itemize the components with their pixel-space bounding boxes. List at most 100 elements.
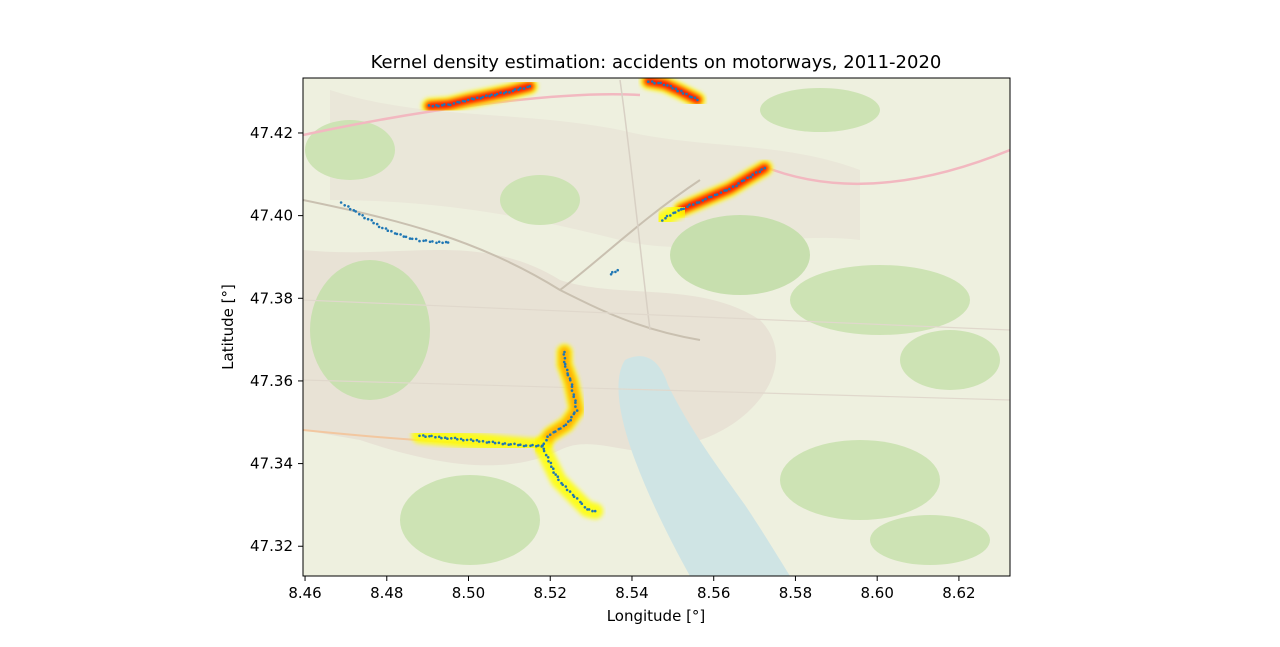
accident-point — [591, 509, 594, 513]
accident-point — [372, 221, 375, 225]
y-tick-label: 47.42 — [250, 124, 293, 142]
y-tick-label: 47.40 — [250, 207, 293, 225]
accident-point — [568, 490, 572, 493]
accident-point — [434, 435, 437, 439]
accident-point — [428, 240, 432, 244]
accident-point — [435, 241, 438, 245]
accident-point — [616, 268, 619, 272]
accident-point — [544, 453, 548, 457]
accident-point — [477, 440, 481, 443]
accident-point — [562, 360, 566, 364]
accident-point — [737, 182, 740, 185]
accident-point — [348, 207, 352, 211]
accident-point — [545, 438, 548, 442]
accident-point — [504, 90, 508, 94]
accident-point — [657, 81, 660, 85]
accident-point — [561, 483, 564, 487]
accident-point — [550, 465, 553, 469]
accident-point — [564, 485, 568, 488]
accident-point — [507, 443, 511, 447]
accident-point — [575, 409, 579, 412]
accident-point — [493, 441, 497, 445]
accident-point — [570, 415, 573, 419]
accident-point — [503, 442, 507, 445]
x-tick-label: 8.58 — [779, 584, 812, 602]
accident-point — [680, 89, 683, 93]
accident-point — [537, 444, 540, 447]
accident-point — [563, 356, 567, 360]
accident-point — [746, 176, 749, 180]
accident-point — [414, 237, 418, 241]
accident-point — [428, 435, 431, 438]
accident-point — [572, 495, 576, 499]
accident-point — [390, 229, 393, 233]
accident-point — [462, 439, 465, 442]
accident-point — [488, 94, 491, 98]
y-tick-label: 47.32 — [250, 537, 293, 555]
accident-point — [593, 509, 597, 513]
accident-point — [443, 103, 446, 106]
accident-point — [542, 442, 546, 446]
accident-point — [469, 438, 473, 441]
accident-point — [424, 435, 427, 439]
accident-point — [522, 444, 526, 448]
accident-point — [459, 437, 463, 441]
x-tick-label: 8.52 — [534, 584, 567, 602]
accident-point — [688, 203, 691, 207]
accident-point — [686, 205, 689, 209]
y-axis-label: Latitude [°] — [219, 284, 237, 370]
accident-point — [395, 232, 399, 236]
accident-point — [352, 209, 356, 212]
accident-point — [502, 91, 506, 95]
accident-point — [509, 443, 512, 446]
accident-point — [441, 241, 444, 245]
accident-point — [554, 473, 557, 476]
accident-point — [693, 96, 697, 100]
accident-point — [513, 442, 516, 446]
accident-point — [490, 93, 493, 97]
accident-point — [567, 420, 570, 423]
accident-point — [674, 87, 678, 91]
accident-point — [665, 214, 669, 218]
accident-point — [758, 170, 762, 174]
accident-point — [540, 445, 543, 448]
accident-point — [695, 201, 699, 204]
accident-point — [661, 219, 664, 222]
accident-point — [465, 438, 469, 442]
accident-point — [546, 456, 550, 459]
accident-point — [522, 87, 526, 90]
accident-point — [562, 424, 566, 428]
accident-point — [554, 430, 557, 433]
accident-point — [339, 201, 343, 204]
x-tick-label: 8.60 — [860, 584, 893, 602]
accident-point — [528, 85, 532, 88]
accident-point — [418, 434, 421, 438]
accident-point — [476, 96, 479, 100]
accident-point — [754, 171, 758, 174]
accident-point — [566, 372, 569, 375]
accident-point — [491, 440, 495, 444]
accident-point — [710, 195, 713, 199]
accident-point — [446, 241, 450, 244]
accident-point — [583, 506, 587, 509]
accident-point — [696, 98, 699, 102]
accident-point — [422, 239, 425, 243]
accident-point — [542, 447, 546, 451]
accident-point — [399, 233, 402, 236]
accident-point — [574, 405, 577, 408]
accident-point — [546, 435, 549, 439]
accident-point — [497, 441, 501, 445]
accident-point — [570, 385, 574, 389]
accident-point — [440, 436, 443, 440]
accident-point — [690, 95, 693, 99]
accident-point — [458, 101, 461, 104]
accident-point — [749, 175, 753, 179]
accident-point — [375, 222, 379, 226]
accident-point — [495, 92, 499, 96]
accident-point — [431, 240, 434, 243]
accident-point — [559, 427, 562, 430]
accident-point — [493, 94, 497, 97]
accident-point — [556, 475, 560, 479]
accident-point — [529, 444, 532, 448]
